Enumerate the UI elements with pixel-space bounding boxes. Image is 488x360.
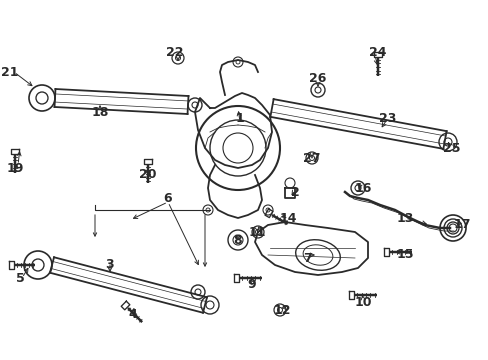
Text: 15: 15	[395, 248, 413, 261]
Text: 6: 6	[163, 192, 172, 204]
Text: 12: 12	[273, 303, 290, 316]
Text: 18: 18	[91, 105, 108, 118]
Text: 3: 3	[105, 258, 114, 271]
Text: 20: 20	[139, 168, 157, 181]
Text: 26: 26	[309, 72, 326, 85]
Text: 5: 5	[16, 271, 24, 284]
Text: 21: 21	[1, 66, 19, 78]
Text: 10: 10	[353, 296, 371, 309]
Text: 17: 17	[452, 219, 470, 231]
Text: 14: 14	[279, 211, 296, 225]
Text: 16: 16	[354, 181, 371, 194]
Text: 22: 22	[166, 45, 183, 58]
Text: 7: 7	[303, 252, 312, 265]
Text: 24: 24	[368, 45, 386, 58]
Text: 11: 11	[248, 225, 265, 238]
Text: 4: 4	[128, 309, 137, 321]
Text: 2: 2	[290, 186, 299, 199]
Text: 23: 23	[379, 112, 396, 125]
Text: 9: 9	[247, 279, 256, 292]
Text: 8: 8	[233, 234, 242, 247]
Text: 27: 27	[303, 152, 320, 165]
Text: 25: 25	[442, 141, 460, 154]
Text: 1: 1	[235, 112, 244, 125]
Text: 19: 19	[6, 162, 23, 175]
Text: 13: 13	[395, 211, 413, 225]
